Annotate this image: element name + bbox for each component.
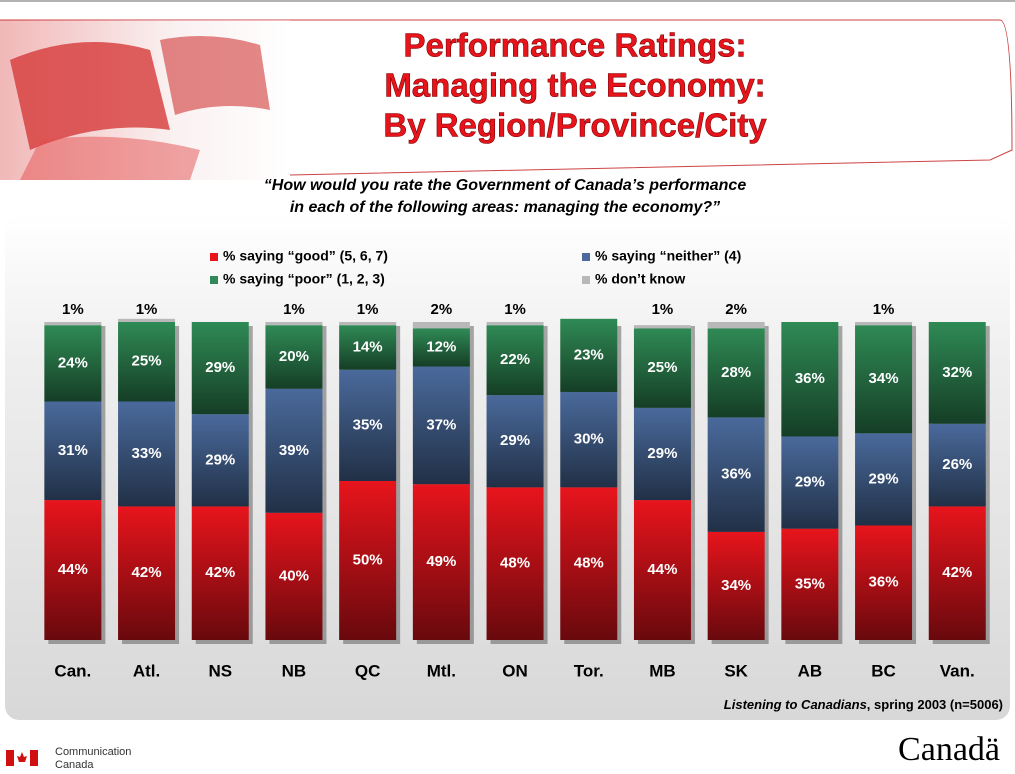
data-label: 36%: [795, 370, 825, 387]
data-label: 29%: [500, 432, 530, 449]
data-label: 42%: [132, 564, 162, 581]
chart-title: By Region/Province/City: [383, 107, 767, 144]
bar-segment: [487, 322, 544, 325]
x-tick-label: NS: [208, 661, 232, 680]
data-label: 30%: [574, 431, 604, 448]
data-label: 23%: [574, 346, 604, 363]
bar-segment: [634, 325, 691, 328]
data-label: 25%: [647, 359, 677, 376]
x-tick-label: ON: [502, 661, 528, 680]
legend-label: % saying “neither” (4): [595, 248, 741, 264]
data-label: 1%: [357, 301, 379, 318]
data-label: 42%: [205, 564, 235, 581]
data-label: 34%: [721, 577, 751, 594]
legend-swatch: [582, 276, 590, 284]
chart-title: Managing the Economy:: [384, 67, 765, 104]
data-label: 48%: [574, 555, 604, 572]
chart-subtitle: “How would you rate the Government of Ca…: [264, 177, 747, 194]
x-tick-label: NB: [282, 661, 307, 680]
x-tick-label: Can.: [54, 661, 91, 680]
canada-flag-small: [6, 750, 38, 766]
data-label: 2%: [431, 301, 453, 318]
chart-subtitle: in each of the following areas: managing…: [290, 199, 720, 216]
bar-segment: [265, 322, 322, 325]
data-label: 25%: [132, 353, 162, 370]
chart-title: Performance Ratings:: [404, 27, 747, 64]
data-label: 22%: [500, 351, 530, 368]
legend-label: % saying “poor” (1, 2, 3): [223, 271, 385, 287]
data-label: 26%: [942, 456, 972, 473]
source-title: Listening to Canadians: [724, 697, 867, 712]
data-label: 35%: [353, 416, 383, 433]
data-label: 1%: [504, 301, 526, 318]
data-label: 48%: [500, 555, 530, 572]
legend-label: % saying “good” (5, 6, 7): [223, 248, 388, 264]
source-detail: , spring 2003 (n=5006): [867, 697, 1003, 712]
data-label: 44%: [58, 561, 88, 578]
footer-org: Canada: [55, 759, 94, 771]
data-label: 12%: [426, 338, 456, 355]
data-label: 1%: [136, 301, 158, 318]
bar-segment: [44, 322, 101, 325]
data-label: 44%: [647, 561, 677, 578]
data-label: 1%: [283, 301, 305, 318]
data-label: 1%: [62, 301, 84, 318]
data-label: 14%: [353, 338, 383, 355]
data-label: 29%: [869, 470, 899, 487]
slide: Communication Canada Canadä Performance …: [0, 0, 1015, 774]
data-label: 20%: [279, 348, 309, 365]
footer-org: Communication: [55, 746, 131, 758]
x-tick-label: Van.: [940, 661, 975, 680]
data-label: 32%: [942, 364, 972, 381]
data-label: 49%: [426, 553, 456, 570]
data-label: 36%: [869, 574, 899, 591]
data-label: 28%: [721, 364, 751, 381]
data-label: 29%: [795, 474, 825, 491]
flag-art: [0, 20, 290, 180]
data-label: 2%: [725, 301, 747, 318]
legend-swatch: [210, 276, 218, 284]
data-label: 31%: [58, 442, 88, 459]
data-label: 50%: [353, 551, 383, 568]
bar-segment: [339, 322, 396, 325]
legend-label: % don’t know: [595, 271, 685, 287]
data-label: 36%: [721, 466, 751, 483]
bar-segment: [708, 322, 765, 328]
data-label: 39%: [279, 442, 309, 459]
data-label: 24%: [58, 354, 88, 371]
canada-wordmark: Canadä: [898, 731, 1000, 768]
data-label: 1%: [652, 301, 674, 318]
data-label: 29%: [205, 451, 235, 468]
x-tick-label: MB: [649, 661, 675, 680]
bar-segment: [413, 322, 470, 328]
data-label: 40%: [279, 567, 309, 584]
x-tick-label: AB: [798, 661, 823, 680]
data-label: 34%: [869, 370, 899, 387]
bar-segment: [855, 322, 912, 325]
data-label: 35%: [795, 575, 825, 592]
source-note: Listening to Canadians, spring 2003 (n=5…: [724, 697, 1003, 712]
data-label: 1%: [873, 301, 895, 318]
legend-swatch: [582, 253, 590, 261]
x-tick-label: QC: [355, 661, 381, 680]
data-label: 37%: [426, 416, 456, 433]
data-label: 29%: [205, 359, 235, 376]
data-label: 33%: [132, 445, 162, 462]
x-tick-label: Tor.: [574, 661, 604, 680]
x-tick-label: Mtl.: [427, 661, 456, 680]
legend-swatch: [210, 253, 218, 261]
x-tick-label: BC: [871, 661, 896, 680]
data-label: 42%: [942, 564, 972, 581]
data-label: 29%: [647, 445, 677, 462]
bar-segment: [118, 319, 175, 322]
x-tick-label: SK: [724, 661, 748, 680]
x-tick-label: Atl.: [133, 661, 160, 680]
